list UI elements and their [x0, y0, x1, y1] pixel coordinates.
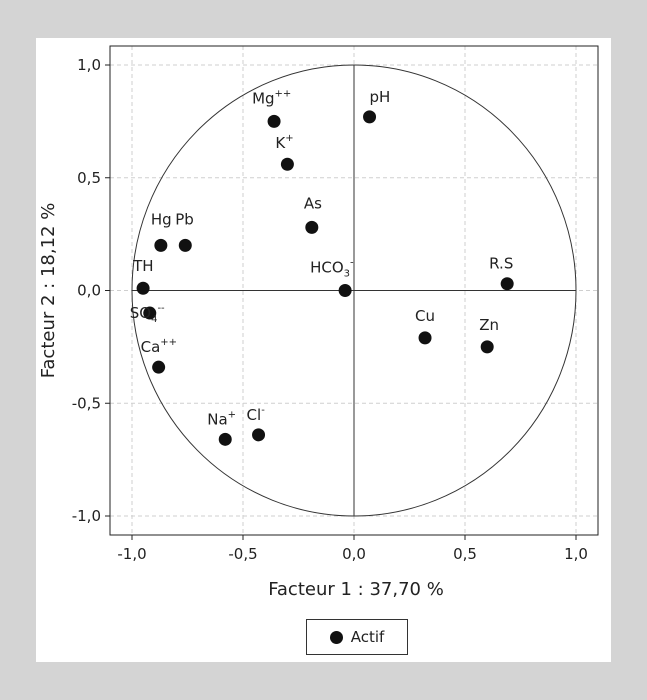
point-label: Hg: [151, 210, 172, 228]
x-tick-label: -0,5: [228, 545, 257, 563]
x-tick-label: 0,5: [453, 545, 477, 563]
scatter-point: [338, 284, 352, 297]
scatter-point: [267, 114, 281, 128]
point-label: Cu: [415, 307, 435, 325]
point-label: Pb: [175, 210, 194, 228]
legend-label: Actif: [350, 628, 385, 646]
scatter-point: [500, 277, 514, 291]
scatter-point: [418, 331, 432, 345]
tick-labels: -1,0 -0,5 0,0 0,5 1,0 1,0 0,5 0,0 -0,5 -1,0: [72, 56, 588, 563]
point-label: Cl-: [247, 405, 266, 424]
scatter-point: [480, 340, 494, 354]
y-tick-label: 1,0: [77, 56, 101, 74]
y-axis-title: Facteur 2 : 18,12 %: [38, 203, 59, 379]
point-label: As: [304, 194, 322, 212]
point-label: Zn: [479, 316, 499, 334]
point-label: Ca++: [141, 337, 177, 356]
point-label: Na+: [207, 409, 236, 428]
data-points: Mg++ pH K+ As Hg Pb TH SO4-- HCO3- R.S Cu Zn Ca++ Na+…: [130, 88, 514, 446]
scatter-point: [154, 238, 168, 252]
point-label: HCO3-: [310, 258, 354, 280]
y-tick-label: 0,5: [77, 169, 101, 187]
point-label: K+: [275, 133, 293, 152]
chart-panel: -1,0 -0,5 0,0 0,5 1,0 1,0 0,5 0,0 -0,5 -1,0 Facte…: [36, 38, 611, 662]
x-tick-label: 1,0: [564, 545, 588, 563]
point-label: TH: [132, 257, 153, 275]
scatter-point: [136, 281, 150, 295]
scatter-point: [218, 432, 232, 446]
axes: [105, 45, 599, 540]
x-tick-label: -1,0: [117, 545, 146, 563]
correlation-circle: [131, 64, 577, 517]
point-label: pH: [370, 88, 391, 106]
y-tick-label: -0,5: [72, 394, 101, 412]
point-label: R.S: [489, 255, 513, 273]
y-tick-label: 0,0: [77, 282, 101, 300]
point-label: Mg++: [252, 88, 291, 107]
legend: Actif: [306, 619, 408, 655]
x-axis-title: Facteur 1 : 37,70 %: [268, 579, 444, 600]
scatter-point: [178, 238, 192, 252]
pca-correlation-circle-chart: -1,0 -0,5 0,0 0,5 1,0 1,0 0,5 0,0 -0,5 -1,0 Facte…: [38, 45, 599, 600]
scatter-point: [280, 157, 294, 171]
scatter-point: [143, 306, 157, 320]
scatter-point: [252, 428, 266, 442]
y-tick-label: -1,0: [72, 507, 101, 525]
point-label: SO4--: [130, 303, 165, 325]
scatter-point: [363, 110, 377, 124]
scatter-point: [152, 360, 166, 374]
scatter-point: [305, 220, 319, 234]
x-tick-label: 0,0: [342, 545, 366, 563]
legend-marker-icon: [329, 630, 343, 644]
